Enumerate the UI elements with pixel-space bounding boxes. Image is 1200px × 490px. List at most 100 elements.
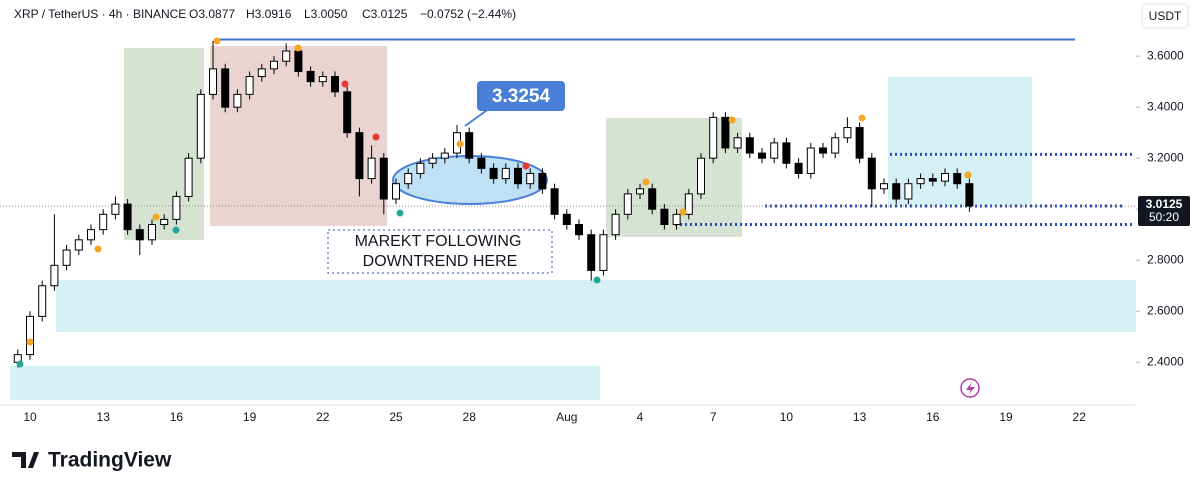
candle-body [367, 157, 376, 180]
candle-body [306, 70, 315, 83]
ohlc-low: L3.0050 [304, 7, 348, 21]
candle-body [697, 157, 705, 195]
candle-body [672, 213, 681, 226]
candle-body [428, 157, 437, 164]
note-text: DOWNTREND HERE [363, 253, 518, 270]
candle-body [62, 249, 71, 266]
note-box [327, 229, 553, 274]
candle-body [392, 183, 400, 200]
candle-body [355, 132, 364, 180]
ohlc-open: O3.0877 [189, 7, 235, 21]
x-tick-label: Aug [556, 410, 577, 424]
y-tick-label: 2.4000 [1147, 354, 1184, 368]
dot [172, 226, 180, 234]
x-tick-label: 4 [637, 410, 644, 424]
candle-body [941, 172, 949, 182]
candle-body [184, 157, 193, 197]
candle-body [135, 229, 144, 241]
flash-icon-bolt [966, 382, 975, 395]
candle-body [87, 229, 95, 241]
candle-body [440, 152, 449, 159]
candle-body [477, 157, 486, 169]
candle-body [331, 76, 339, 93]
brand: TradingView [48, 449, 172, 472]
candle-body [599, 234, 608, 271]
last-price-label: 3.0125 [1146, 197, 1183, 211]
ohlc-high: H3.0916 [246, 7, 292, 21]
candle-body [489, 167, 498, 180]
green-zone [124, 48, 204, 240]
candle-body [953, 172, 962, 185]
candle-body [709, 116, 718, 159]
x-tick-label: 7 [710, 410, 717, 424]
dot [858, 114, 866, 122]
x-tick-label: 19 [999, 410, 1013, 424]
candle-body [880, 183, 888, 190]
dot [341, 80, 349, 88]
x-tick-label: 10 [23, 410, 37, 424]
candle-body [270, 60, 278, 70]
x-tick-label: 13 [97, 410, 111, 424]
logo-mark [12, 452, 39, 468]
candle-body [684, 193, 693, 215]
candle-body [928, 178, 937, 182]
dot [522, 162, 530, 170]
candle-body [343, 91, 352, 134]
candle-body [745, 137, 754, 154]
y-tick-label: 3.2000 [1147, 150, 1184, 164]
candle-body [318, 76, 327, 83]
candle-body [794, 162, 803, 174]
dot [294, 44, 302, 52]
dot [679, 208, 687, 216]
candle-body [404, 172, 413, 185]
dot [94, 245, 102, 253]
candle-body [221, 68, 230, 108]
candle-body [916, 178, 925, 185]
x-tick-label: 13 [853, 410, 867, 424]
candle-body [99, 213, 108, 231]
candle-body [758, 152, 766, 159]
candle-body [257, 68, 266, 78]
support-zone [56, 280, 1136, 332]
candle-body [587, 234, 596, 271]
y-tick-label: 2.6000 [1147, 303, 1184, 317]
candle-body [514, 167, 522, 185]
dot [213, 37, 221, 45]
last-price-box [1138, 196, 1190, 227]
candle-body [819, 147, 827, 154]
candle-body [38, 285, 47, 317]
candle-body [74, 239, 83, 251]
candle-body [843, 127, 852, 139]
candle-body [233, 93, 242, 108]
candle-body [465, 132, 474, 159]
signal-dots [16, 37, 972, 368]
candle-body [501, 167, 510, 180]
candle-body [526, 172, 535, 185]
dot [456, 140, 464, 148]
note-text: MAREKT FOLLOWING [355, 233, 522, 250]
candle-body [294, 50, 303, 72]
flash-icon[interactable] [960, 378, 980, 398]
currency-button[interactable] [1141, 3, 1189, 29]
candle-body [892, 183, 901, 200]
callout-text: 3.3254 [492, 86, 551, 107]
y-tick-label: 3.6000 [1147, 48, 1184, 62]
candle-body [721, 116, 730, 149]
candle-body [148, 224, 156, 241]
candle-body [245, 76, 254, 95]
dot [26, 338, 34, 346]
x-tick-label: 10 [780, 410, 794, 424]
support-zone [10, 366, 600, 400]
x-tick-label: 25 [389, 410, 403, 424]
candle-body [26, 315, 34, 356]
x-tick-label: 22 [1073, 410, 1087, 424]
candle-body [904, 183, 913, 200]
candle-body [611, 213, 620, 236]
x-tick-label: 16 [170, 410, 184, 424]
dot [372, 133, 380, 141]
candle-body [123, 203, 132, 231]
candle-body [282, 50, 291, 62]
dot [396, 209, 404, 217]
dot [642, 178, 650, 186]
